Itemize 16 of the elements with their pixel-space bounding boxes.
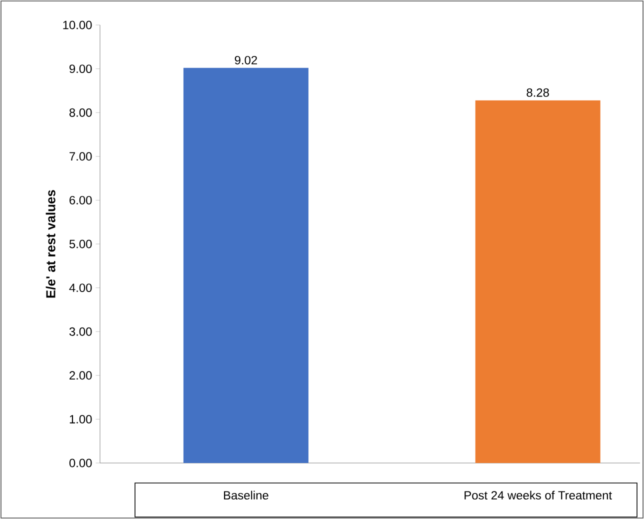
y-tick-label: 2.00 — [70, 371, 92, 380]
data-label: 8.28 — [526, 88, 549, 97]
y-tick-label: 9.00 — [70, 64, 92, 74]
y-tick-label: 7.00 — [70, 152, 92, 161]
y-axis-title: E/e' at rest values — [46, 190, 56, 298]
y-tick-label: 1.00 — [70, 414, 92, 424]
y-tick-label: 4.00 — [69, 284, 92, 292]
x-tick-label: Baseline — [224, 490, 268, 500]
y-tick-label: 0.00 — [69, 458, 92, 468]
y-tick-label: 3.00 — [69, 327, 92, 336]
y-tick-label: 8.00 — [69, 108, 92, 117]
x-tick-label: Post 24 weeks of Treatment — [464, 490, 612, 500]
y-tick-label: 6.00 — [70, 196, 92, 204]
y-tick-label: 10.00 — [63, 20, 92, 30]
y-tick-label: 5.00 — [69, 240, 92, 248]
data-label: 9.02 — [234, 56, 257, 64]
